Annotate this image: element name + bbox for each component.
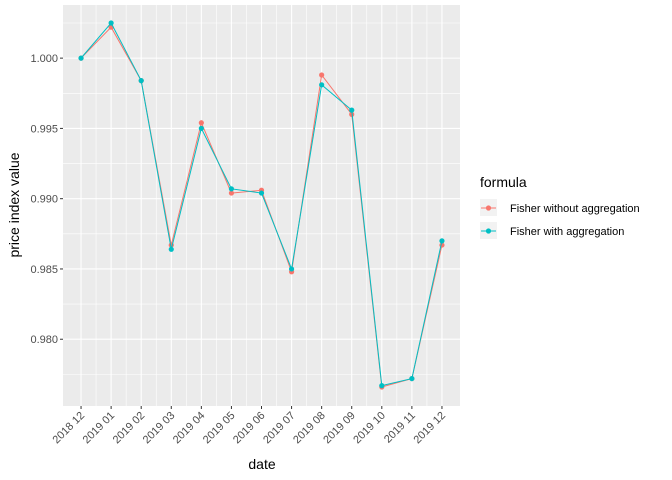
- legend-title: formula: [480, 174, 527, 190]
- x-tick-label: 2019 04: [171, 410, 208, 447]
- y-axis: 0.980 0.985 0.990 0.995 1.000: [30, 53, 63, 346]
- data-point: [108, 20, 114, 26]
- data-point: [78, 55, 84, 61]
- x-tick-label: 2018 12: [51, 410, 88, 447]
- data-point: [198, 120, 204, 126]
- legend: formula Fisher without aggregation Fisher…: [480, 174, 640, 239]
- x-tick-label: 2019 02: [111, 410, 148, 447]
- y-axis-title: price index value: [6, 152, 22, 257]
- data-point: [349, 107, 355, 113]
- series-2: [78, 20, 445, 389]
- x-tick-label: 2019 06: [231, 410, 268, 447]
- data-point: [439, 238, 445, 244]
- data-point: [228, 186, 235, 192]
- y-tick-label: 0.985: [30, 264, 58, 276]
- data-point: [258, 190, 265, 196]
- x-tick-label: 2019 01: [81, 410, 118, 447]
- data-point: [319, 82, 325, 88]
- data-point: [138, 78, 144, 84]
- x-tick-label: 2019 03: [141, 410, 178, 447]
- x-tick-label: 2019 07: [261, 410, 298, 447]
- legend-key-point: [485, 228, 492, 234]
- legend-label: Fisher with aggregation: [510, 226, 624, 238]
- y-tick-label: 0.990: [30, 194, 58, 206]
- data-point: [288, 266, 295, 272]
- x-tick-label: 2019 10: [351, 410, 388, 447]
- data-point: [228, 190, 235, 196]
- y-tick-label: 0.980: [30, 334, 58, 346]
- legend-key-point: [485, 205, 492, 211]
- data-point: [198, 125, 204, 132]
- x-tick-label: 2019 09: [321, 410, 358, 447]
- x-tick-label: 2019 05: [201, 410, 238, 447]
- data-point: [409, 375, 415, 382]
- data-point: [319, 72, 325, 78]
- x-tick-label: 2019 08: [291, 410, 328, 447]
- y-tick-label: 0.995: [30, 123, 58, 135]
- x-tick-label: 2019 12: [411, 410, 448, 447]
- x-axis-title: date: [248, 456, 275, 472]
- y-tick-label: 1.000: [30, 53, 58, 65]
- legend-label: Fisher without aggregation: [510, 203, 640, 215]
- data-point: [168, 246, 174, 252]
- grid: [63, 5, 460, 406]
- data-point: [379, 383, 385, 389]
- series-group: [78, 20, 445, 390]
